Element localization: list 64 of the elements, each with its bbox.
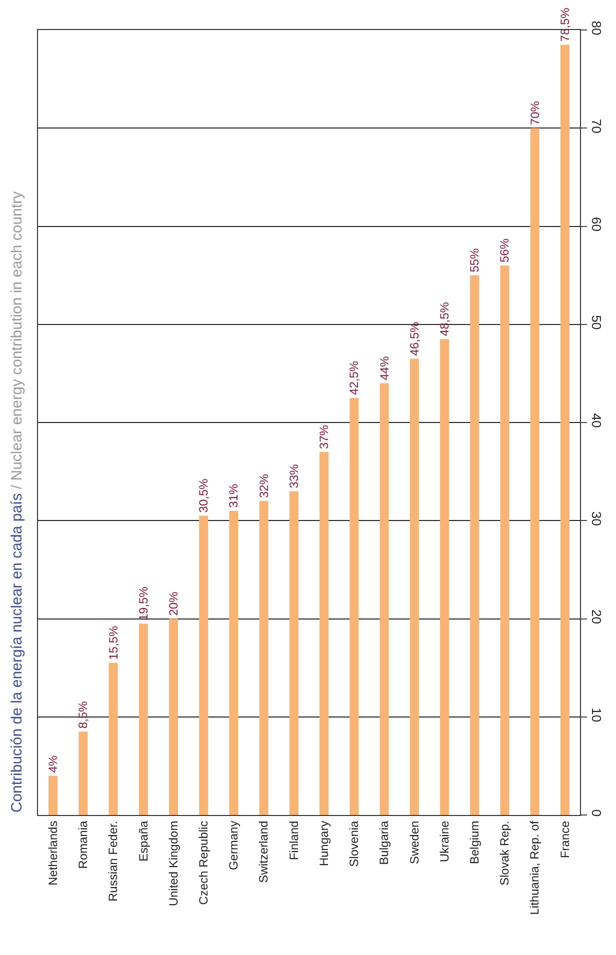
data-label: 37%: [317, 424, 332, 449]
data-label: 19,5%: [136, 586, 150, 621]
x-tick-label: Czech Republic: [196, 820, 211, 905]
data-label: 55%: [468, 248, 482, 272]
data-label: 15,5%: [106, 626, 120, 660]
bar: [530, 128, 540, 815]
bar: [108, 662, 118, 815]
x-tick-label: Russian Feder.: [106, 820, 120, 902]
bar: [440, 339, 450, 815]
data-label: 42,5%: [347, 360, 362, 395]
bar: [199, 516, 208, 815]
bar: [138, 624, 148, 815]
x-tick-label: Sweden: [407, 820, 422, 864]
data-label: 70%: [528, 100, 542, 126]
x-tick-label: Switzerland: [256, 820, 271, 883]
data-label: 46,5%: [407, 321, 422, 356]
data-label: 44%: [377, 356, 392, 380]
y-tick-label: 10: [589, 708, 604, 722]
bar: [168, 618, 178, 815]
data-label: 20%: [166, 591, 180, 616]
x-tick-label: Finland: [286, 820, 301, 860]
x-tick-label: Hungary: [316, 820, 331, 866]
y-tick-label: 20: [589, 610, 604, 624]
data-label: 4%: [46, 755, 60, 773]
y-tick-label: 40: [589, 413, 604, 428]
bar: [410, 358, 419, 815]
x-tick-label: Bulgaria: [377, 820, 392, 865]
bar: [320, 452, 329, 815]
text: / Nuclear energy contribution in each country: [8, 190, 26, 490]
data-label: 31%: [226, 483, 241, 508]
data-label: 30,5%: [196, 478, 211, 513]
x-tick-label: Lithuania, Rep. of: [528, 820, 542, 915]
text: Contribución de la energía nuclear en cada país: [8, 493, 26, 813]
y-tick-label: 60: [589, 217, 604, 232]
bar: [470, 275, 480, 815]
y-tick-label: 80: [589, 20, 604, 36]
data-label: 33%: [286, 464, 301, 488]
bar: [229, 510, 238, 815]
bar: [350, 398, 359, 815]
x-tick-label: France: [558, 820, 572, 858]
y-tick-label: 70: [589, 118, 604, 134]
x-tick-label: España: [136, 820, 150, 862]
data-label: 8,5%: [76, 700, 90, 729]
bar: [500, 266, 510, 815]
bar: [380, 383, 389, 815]
bar: [259, 501, 268, 815]
y-tick-label: 30: [589, 511, 604, 526]
y-tick-label: 50: [589, 315, 604, 330]
data-label: 48,5%: [438, 302, 452, 336]
x-tick-label: Romania: [76, 820, 90, 869]
x-tick-label: Netherlands: [46, 820, 60, 886]
x-tick-label: Slovak Rep.: [498, 820, 512, 886]
data-label: 32%: [256, 474, 271, 498]
bar: [560, 44, 570, 815]
bar: [48, 776, 58, 815]
x-tick-label: Slovenia: [347, 820, 362, 867]
x-tick-label: United Kingdom: [166, 820, 180, 906]
bar: [78, 732, 88, 815]
x-tick-label: Germany: [226, 820, 241, 870]
x-tick-label: Ukraine: [437, 820, 452, 862]
data-label: 56%: [498, 238, 512, 262]
bar: [289, 491, 298, 815]
x-tick-label: Belgium: [468, 820, 482, 864]
y-tick-label: 0: [589, 809, 604, 817]
